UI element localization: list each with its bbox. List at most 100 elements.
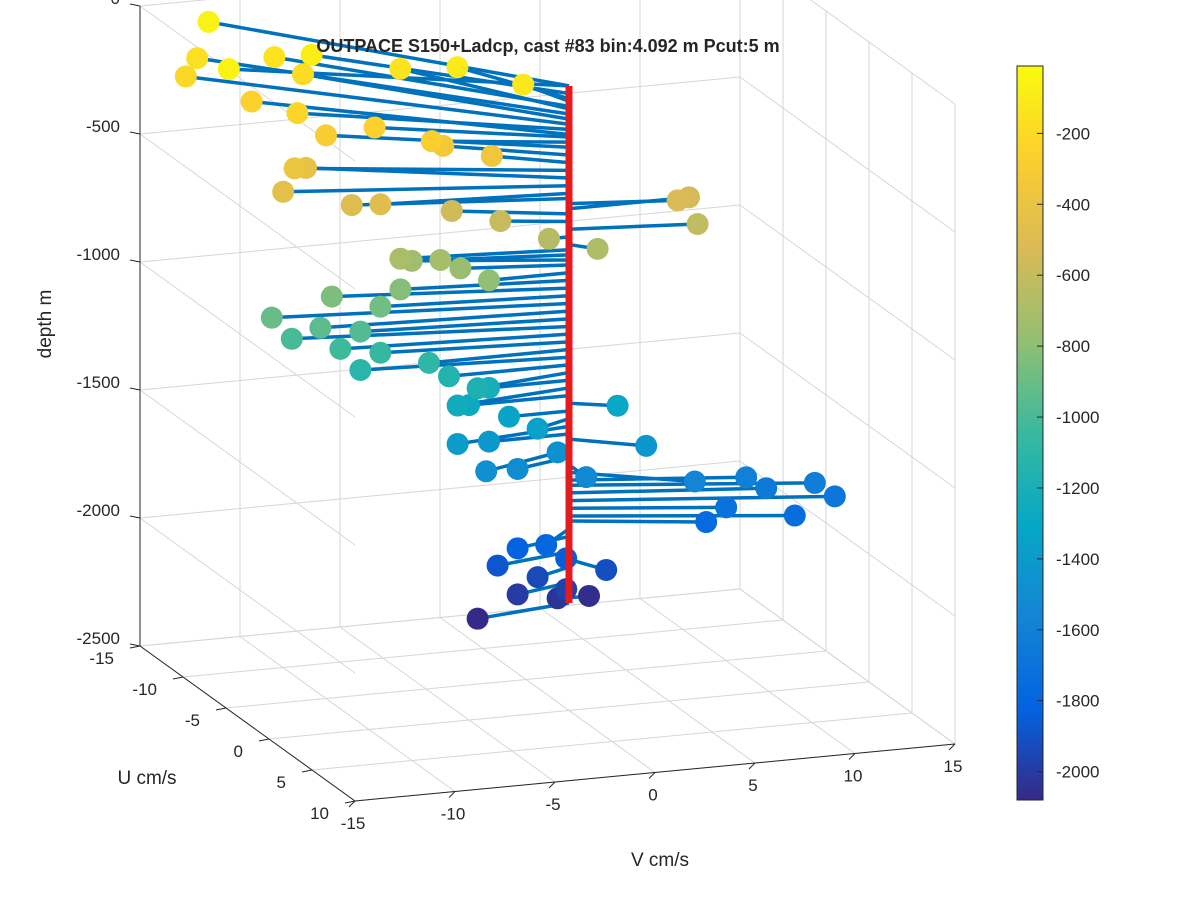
data-point	[389, 278, 411, 300]
data-point	[447, 395, 469, 417]
x-tick-label: 15	[944, 757, 963, 776]
data-point	[449, 257, 471, 279]
data-point	[418, 352, 440, 374]
data-point	[784, 505, 806, 527]
data-point	[535, 534, 557, 556]
colorbar-tick-label: -1800	[1056, 692, 1099, 711]
x-axis-label: V cm/s	[631, 850, 689, 871]
velocity-stick	[569, 224, 698, 229]
data-point	[487, 555, 509, 577]
z-tick-label: -2500	[77, 629, 120, 648]
data-point	[475, 460, 497, 482]
colorbar: -200-400-600-800-1000-1200-1400-1600-180…	[1017, 66, 1099, 800]
data-point	[489, 210, 511, 232]
y-tick-label: 10	[310, 804, 329, 823]
data-point	[527, 418, 549, 440]
grid-line	[740, 205, 955, 360]
colorbar-tick-label: -400	[1056, 195, 1090, 214]
data-point	[369, 342, 391, 364]
data-point	[263, 46, 285, 68]
grid-line	[183, 620, 783, 677]
chart-title: OUTPACE S150+Ladcp, cast #83 bin:4.092 m…	[316, 36, 779, 56]
data-point	[587, 238, 609, 260]
data-point	[507, 537, 529, 559]
z-tick-mark	[130, 4, 140, 6]
data-point	[341, 194, 363, 216]
data-point	[349, 321, 371, 343]
grid-line	[340, 627, 555, 782]
velocity-stick	[460, 265, 569, 268]
z-axis-label: depth m	[35, 290, 56, 359]
grid-line	[269, 682, 869, 739]
grid-line	[240, 637, 455, 792]
velocity-stick	[569, 496, 835, 500]
y-tick-mark	[173, 677, 183, 679]
data-point	[441, 200, 463, 222]
x-tick-label: 5	[748, 776, 757, 795]
velocity-stick	[489, 273, 569, 281]
x-tick-label: -5	[545, 795, 560, 814]
data-point	[684, 471, 706, 493]
data-point	[687, 213, 709, 235]
grid-line	[226, 651, 826, 708]
colorbar-gradient	[1017, 66, 1043, 800]
data-point	[578, 585, 600, 607]
z-tick-mark	[130, 132, 140, 134]
grid-line	[312, 713, 912, 770]
colorbar-tick-label: -1600	[1056, 621, 1099, 640]
z-tick-label: -1000	[77, 245, 120, 264]
data-point	[286, 102, 308, 124]
grid-line	[140, 518, 355, 673]
x-tick-label: -10	[441, 805, 466, 824]
data-point	[695, 511, 717, 533]
velocity-stick	[569, 439, 646, 446]
y-tick-label: -10	[132, 680, 157, 699]
grid-line	[440, 618, 655, 773]
data-point	[467, 608, 489, 630]
data-point	[512, 74, 534, 96]
velocity-stick	[297, 113, 569, 129]
data-point	[369, 296, 391, 318]
y-tick-label: -15	[89, 649, 114, 668]
data-point	[329, 338, 351, 360]
data-point	[261, 307, 283, 329]
data-point	[715, 496, 737, 518]
y-tick-mark	[302, 770, 312, 772]
z-tick-label: -500	[86, 117, 120, 136]
grid-line	[740, 589, 955, 744]
data-point	[481, 145, 503, 167]
z-tick-mark	[130, 388, 140, 390]
colorbar-tick-label: -200	[1056, 124, 1090, 143]
data-point	[175, 65, 197, 87]
data-point	[198, 11, 220, 33]
grid-line	[740, 77, 955, 232]
velocity-stick	[569, 521, 706, 522]
z-tick-mark	[130, 644, 140, 646]
data-point	[389, 58, 411, 80]
data-point	[364, 116, 386, 138]
data-point	[218, 58, 240, 80]
data-point	[438, 365, 460, 387]
velocity-stick	[492, 156, 569, 163]
data-point	[824, 485, 846, 507]
velocity-stick	[295, 168, 569, 170]
data-marks	[175, 11, 846, 630]
data-point	[186, 47, 208, 69]
velocity-stick	[332, 288, 569, 297]
data-point	[527, 566, 549, 588]
data-point	[507, 583, 529, 605]
data-point	[467, 377, 489, 399]
grid-line	[140, 390, 355, 545]
y-tick-label: 5	[277, 773, 286, 792]
y-tick-mark	[130, 646, 140, 648]
grid-line	[540, 608, 755, 763]
z-tick-mark	[130, 260, 140, 262]
data-point	[735, 466, 757, 488]
y-tick-mark	[259, 739, 269, 741]
data-point	[446, 56, 468, 78]
grid-line	[740, 333, 955, 488]
data-point	[478, 269, 500, 291]
z-tick-mark	[130, 516, 140, 518]
